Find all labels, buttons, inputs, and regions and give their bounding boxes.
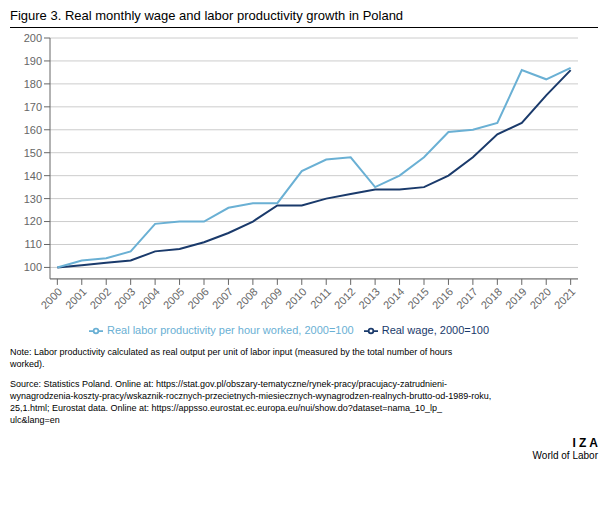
- svg-text:2018: 2018: [478, 285, 504, 311]
- html-text:Note: Labor productivity calcu: Note: Labor productivity calculated as r…: [10, 347, 453, 369]
- html-text:I Z A: I Z A: [572, 436, 598, 450]
- svg-text:180: 180: [24, 78, 42, 90]
- svg-text:140: 140: [24, 170, 42, 182]
- html-text:Real wage, 2000=100: Real wage, 2000=100: [381, 323, 489, 336]
- html-text:Source: Statistics Poland. Onl: Source: Statistics Poland. Online at: ht…: [10, 379, 492, 425]
- svg-text:2002: 2002: [87, 285, 113, 311]
- svg-text:190: 190: [24, 55, 42, 67]
- svg-text:2003: 2003: [112, 285, 138, 311]
- svg-text:2009: 2009: [258, 285, 284, 311]
- svg-text:200: 200: [24, 32, 42, 44]
- svg-text:160: 160: [24, 124, 42, 136]
- svg-text:2001: 2001: [63, 285, 89, 311]
- svg-text:2000: 2000: [38, 285, 64, 311]
- svg-text:2012: 2012: [332, 285, 358, 311]
- svg-text:100: 100: [24, 261, 42, 273]
- html-text:Real labor productivity per ho: Real labor productivity per hour worked,…: [107, 323, 354, 336]
- svg-text:2011: 2011: [308, 285, 333, 310]
- svg-text:2004: 2004: [136, 285, 162, 311]
- html-text:World of Labor: World of Labor: [532, 450, 598, 461]
- svg-text:2007: 2007: [210, 285, 236, 311]
- svg-text:2015: 2015: [405, 285, 431, 311]
- svg-text:2021: 2021: [552, 285, 578, 311]
- svg-text:2016: 2016: [430, 285, 456, 311]
- svg-text:2017: 2017: [454, 285, 480, 311]
- svg-text:2019: 2019: [503, 285, 529, 311]
- svg-text:2014: 2014: [381, 285, 407, 311]
- svg-text:2013: 2013: [356, 285, 382, 311]
- svg-text:2008: 2008: [234, 285, 260, 311]
- svg-text:120: 120: [24, 215, 42, 227]
- svg-text:2020: 2020: [527, 285, 553, 311]
- svg-text:170: 170: [24, 101, 42, 113]
- svg-text:150: 150: [24, 147, 42, 159]
- svg-text:2005: 2005: [161, 285, 187, 311]
- svg-text:110: 110: [24, 238, 42, 250]
- svg-text:2010: 2010: [283, 285, 309, 311]
- html-text:Figure 3. Real monthly wage an: Figure 3. Real monthly wage and labor pr…: [10, 8, 404, 23]
- svg-text:2006: 2006: [185, 285, 211, 311]
- svg-text:130: 130: [24, 193, 42, 205]
